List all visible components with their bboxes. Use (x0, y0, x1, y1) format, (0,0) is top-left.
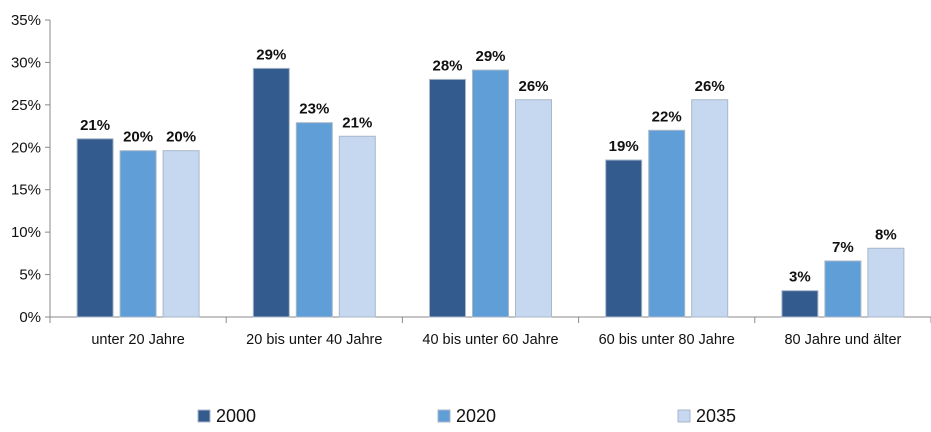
data-labels: 21% 20% 20% 29% 23% 21% 28% 29% 26% 19% 22% 26% 3% 7%… (80, 46, 897, 285)
legend-label-2020: 2020 (456, 406, 496, 426)
data-label-2000: 28% (432, 57, 462, 74)
y-tick-label: 20% (11, 139, 41, 156)
legend-swatch-2035 (677, 409, 691, 423)
bar-2020 (472, 69, 509, 318)
bar-2020 (295, 122, 333, 318)
x-category-label: unter 20 Jahre (91, 332, 185, 348)
bar-2020 (824, 260, 862, 318)
bar-2000 (76, 138, 114, 318)
data-label-2000: 29% (256, 46, 286, 63)
y-tick-label: 25% (11, 97, 41, 114)
bar-2020 (648, 129, 686, 318)
bar-2035 (515, 99, 552, 318)
x-category-label: 80 Jahre und älter (784, 332, 901, 348)
bar-2000 (252, 67, 290, 318)
legend-swatch-2020 (437, 409, 451, 423)
legend: 2000 2020 2035 (197, 406, 736, 426)
bar-2020 (119, 150, 157, 318)
data-label-2020: 29% (475, 48, 505, 65)
data-label-2035: 20% (166, 129, 196, 146)
data-label-2000: 21% (80, 117, 110, 134)
y-tick-label: 0% (19, 309, 41, 326)
y-tick-label: 30% (11, 54, 41, 71)
data-label-2035: 26% (518, 78, 548, 95)
data-label-2000: 19% (609, 138, 639, 155)
legend-label-2035: 2035 (696, 406, 736, 426)
data-label-2000: 3% (789, 269, 811, 286)
axes: 0% 5% 10% 15% 20% 25% 30% 35% unter 20 Jahre 20 b… (11, 12, 931, 348)
x-category-label: 60 bis unter 80 Jahre (599, 332, 735, 348)
bar-2000 (781, 290, 819, 318)
legend-swatch-2000 (197, 409, 211, 423)
bar-2035 (691, 99, 729, 318)
bars (76, 67, 905, 318)
data-label-2035: 26% (695, 78, 725, 95)
x-category-label: 20 bis unter 40 Jahre (246, 332, 382, 348)
y-tick-label: 10% (11, 224, 41, 241)
data-label-2035: 21% (342, 114, 372, 131)
bar-2000 (605, 159, 643, 318)
data-label-2035: 8% (875, 226, 897, 243)
bar-2035 (162, 150, 200, 318)
data-label-2020: 22% (652, 108, 682, 125)
bar-2000 (429, 78, 466, 318)
y-tick-label: 15% (11, 182, 41, 199)
data-label-2020: 7% (832, 239, 854, 256)
legend-label-2000: 2000 (216, 406, 256, 426)
data-label-2020: 23% (299, 101, 329, 118)
bar-2035 (867, 247, 905, 318)
data-label-2020: 20% (123, 129, 153, 146)
bar-2035 (338, 135, 376, 318)
y-tick-label: 5% (19, 267, 41, 284)
y-tick-label: 35% (11, 12, 41, 29)
x-category-label: 40 bis unter 60 Jahre (422, 332, 558, 348)
